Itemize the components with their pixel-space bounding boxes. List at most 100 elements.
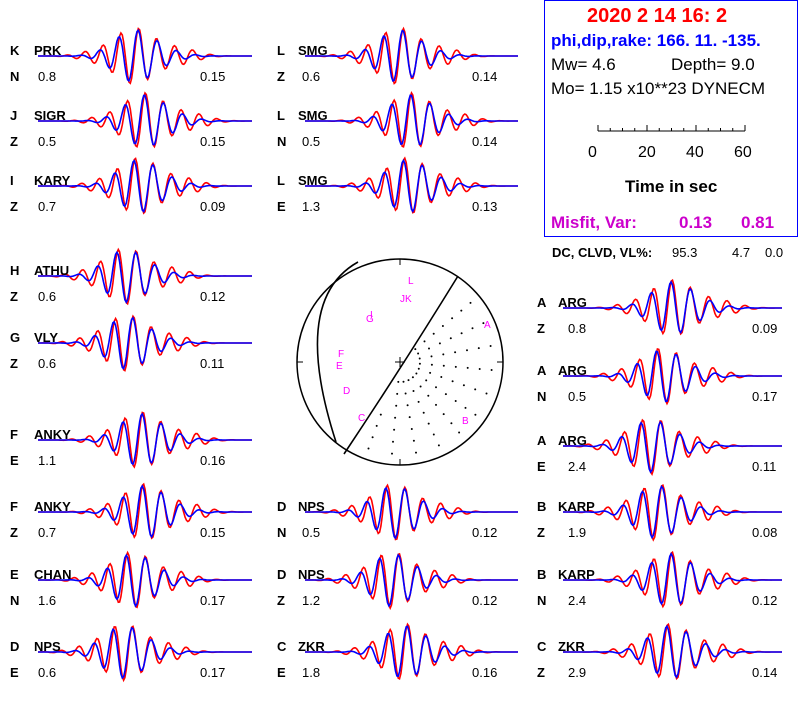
trace-station-code: D xyxy=(10,639,20,654)
trace-station-code: A xyxy=(537,363,547,378)
trace-station-name: NPS xyxy=(34,639,61,654)
compression-dot xyxy=(392,440,394,443)
time-axis-title: Time in sec xyxy=(625,177,718,196)
trace-station-name: ATHU xyxy=(34,263,70,278)
moment: Mo= 1.15 x10**23 DYNECM xyxy=(551,79,766,98)
compression-dot xyxy=(423,340,426,343)
observed-waveform xyxy=(563,418,782,476)
beachball-station-marker: JK xyxy=(400,294,412,305)
trace-component: N xyxy=(277,525,287,540)
compression-dot xyxy=(442,353,445,356)
clvd-value: 4.7 xyxy=(732,245,751,260)
compression-dot xyxy=(478,368,481,370)
trace-amplitude: 0.6 xyxy=(38,289,57,304)
trace-component: Z xyxy=(10,134,18,149)
trace-component: E xyxy=(277,199,286,214)
trace-station-name: VLY xyxy=(34,330,59,345)
compression-dot xyxy=(435,403,437,406)
trace-station-code: D xyxy=(277,499,287,514)
misfit-label: Misfit, Var: xyxy=(551,213,637,232)
compression-dot xyxy=(429,371,432,374)
trace-station-name: ARG xyxy=(558,433,587,448)
trace-station-code: L xyxy=(277,173,285,188)
synthetic-waveform xyxy=(38,159,252,213)
trace-amplitude: 0.5 xyxy=(302,134,321,149)
trace-amplitude: 0.8 xyxy=(568,321,587,336)
trace-amplitude: 0.7 xyxy=(38,525,57,540)
compression-dot xyxy=(437,444,440,447)
trace-component: Z xyxy=(10,525,18,540)
trace-station-code: I xyxy=(10,173,14,188)
compression-dot xyxy=(454,351,457,354)
compression-dot xyxy=(427,394,430,397)
compression-dot xyxy=(367,447,370,450)
compression-dot xyxy=(412,439,415,442)
synthetic-waveform xyxy=(563,420,782,474)
misfit-value: 0.13 xyxy=(679,213,713,232)
synthetic-waveform xyxy=(563,624,782,679)
trace-component: Z xyxy=(10,356,18,371)
compression-dot xyxy=(460,309,463,312)
trace-station-name: PRK xyxy=(34,43,62,58)
compression-dot xyxy=(419,385,422,388)
trace-amplitude: 0.6 xyxy=(302,69,321,84)
compression-dot xyxy=(428,347,430,350)
fault-angles: phi,dip,rake: 166. 11. -135. xyxy=(551,31,761,50)
trace-component: N xyxy=(537,389,547,404)
trace-fit-value: 0.13 xyxy=(472,199,498,214)
synthetic-waveform xyxy=(305,553,518,608)
trace-station-name: ZKR xyxy=(298,639,325,654)
synthetic-waveform xyxy=(38,412,252,466)
trace-amplitude: 0.7 xyxy=(38,199,57,214)
trace-station-name: ARG xyxy=(558,295,587,310)
trace-amplitude: 0.5 xyxy=(568,389,587,404)
depth: Depth= 9.0 xyxy=(671,55,755,74)
compression-dot xyxy=(396,392,399,395)
trace-component: Z xyxy=(537,525,545,540)
synthetic-waveform xyxy=(305,29,518,82)
trace-fit-value: 0.08 xyxy=(752,525,778,540)
beachball-station-marker: L xyxy=(408,276,414,287)
time-tick-0: 0 xyxy=(588,144,597,161)
compression-dot xyxy=(422,411,425,414)
compression-dot xyxy=(411,376,414,379)
trace-amplitude: 2.9 xyxy=(568,665,587,680)
trace-fit-value: 0.14 xyxy=(472,134,498,149)
trace-component: E xyxy=(277,665,286,680)
trace-fit-value: 0.15 xyxy=(200,525,226,540)
trace-component: E xyxy=(10,665,19,680)
compression-dot xyxy=(417,367,420,370)
compression-dot xyxy=(391,452,393,455)
trace-fit-value: 0.12 xyxy=(200,289,226,304)
compression-dot xyxy=(451,380,454,383)
trace-component: Z xyxy=(277,69,285,84)
trace-station-code: B xyxy=(537,499,547,514)
trace-station-name: NPS xyxy=(298,499,325,514)
compression-dot xyxy=(417,400,420,403)
beachball-station-marker: D xyxy=(343,386,350,397)
trace-component: N xyxy=(10,593,20,608)
compression-dot xyxy=(460,332,463,335)
compression-dot xyxy=(442,364,445,367)
observed-waveform xyxy=(38,157,252,215)
trace-station-code: L xyxy=(277,43,285,58)
trace-component: N xyxy=(537,593,547,608)
compression-dot xyxy=(444,393,447,396)
compression-dot xyxy=(454,400,457,402)
synthetic-waveform xyxy=(563,280,782,335)
trace-station-code: B xyxy=(537,567,547,582)
compression-dot xyxy=(402,380,405,383)
trace-station-name: SIGR xyxy=(34,108,66,123)
compression-dot xyxy=(394,416,397,419)
time-tick-20: 20 xyxy=(638,144,656,161)
magnitude: Mw= 4.6 xyxy=(551,55,616,74)
observed-waveform xyxy=(38,411,252,469)
trace-fit-value: 0.14 xyxy=(472,69,498,84)
trace-station-code: A xyxy=(537,295,547,310)
trace-component: Z xyxy=(277,593,285,608)
trace-station-name: KARP xyxy=(558,567,595,582)
compression-dot xyxy=(406,404,409,407)
compression-dot xyxy=(449,337,452,340)
compression-dot xyxy=(410,428,413,430)
